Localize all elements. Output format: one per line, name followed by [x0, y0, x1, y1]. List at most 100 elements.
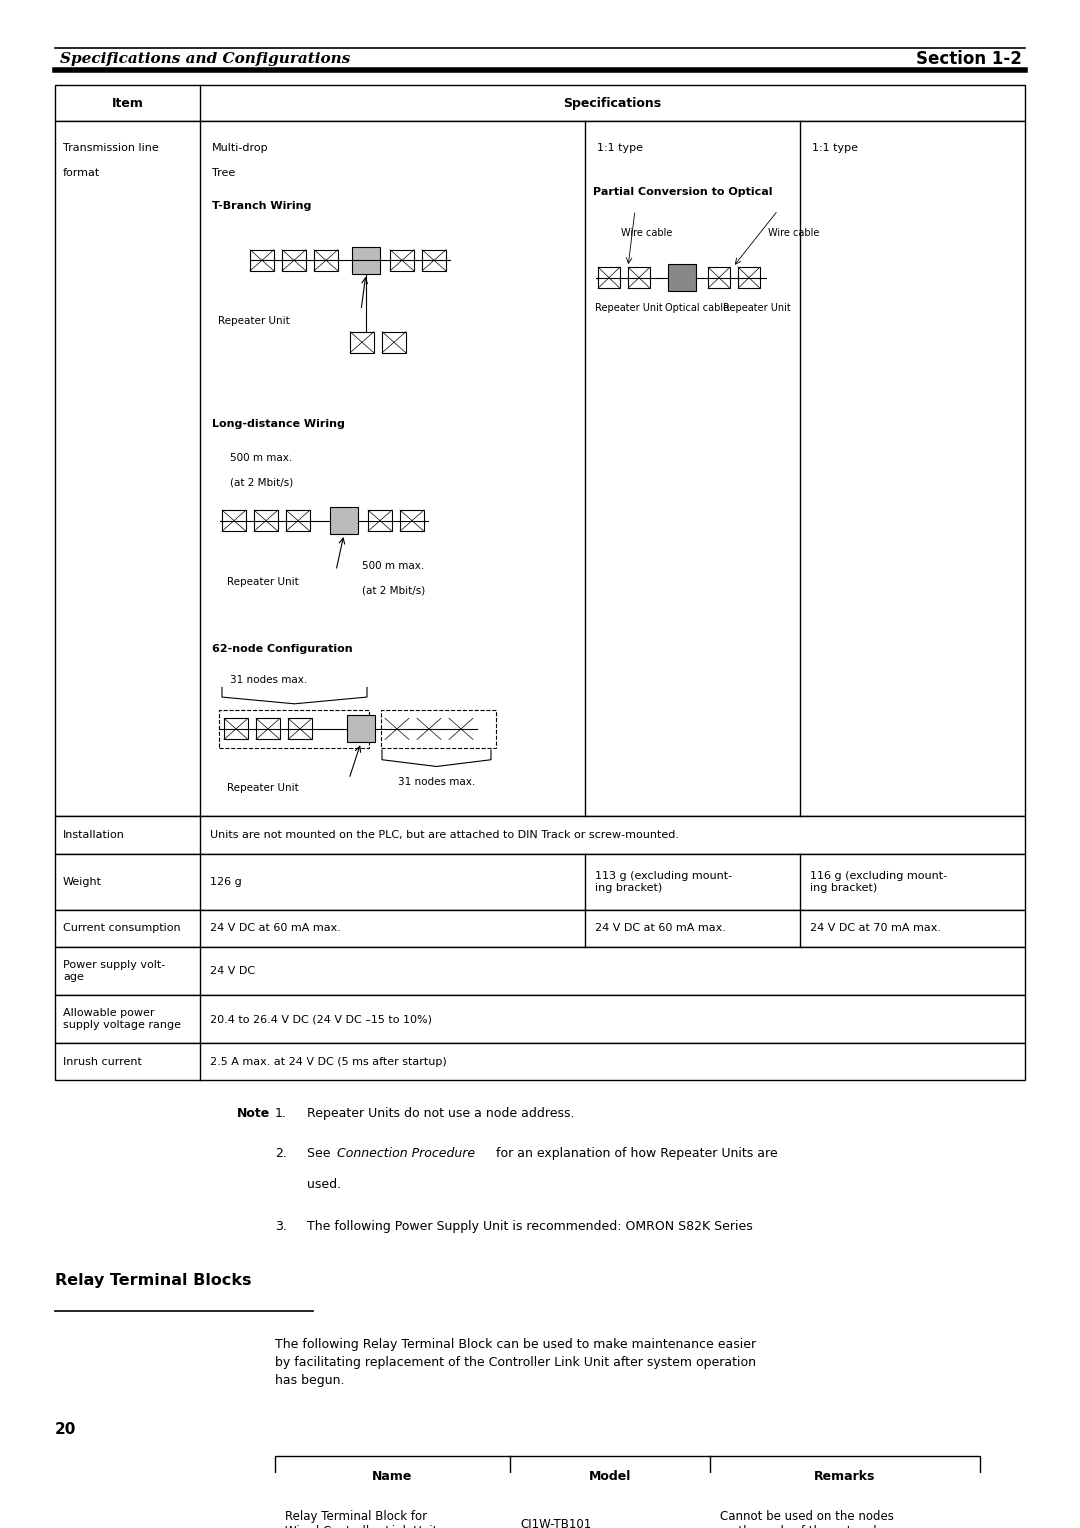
Text: for an explanation of how Repeater Units are: for an explanation of how Repeater Units… — [492, 1148, 778, 1160]
Bar — [598, 267, 620, 289]
Bar — [381, 709, 496, 749]
Text: 1:1 type: 1:1 type — [597, 142, 643, 153]
Text: CJ1W-TB101: CJ1W-TB101 — [519, 1517, 591, 1528]
Text: Installation: Installation — [63, 830, 125, 840]
Text: Repeater Unit: Repeater Unit — [723, 303, 791, 313]
Text: Connection Procedure: Connection Procedure — [337, 1148, 475, 1160]
Bar — [222, 510, 246, 532]
Text: (at 2 Mbit/s): (at 2 Mbit/s) — [230, 477, 294, 487]
Text: Optical cable: Optical cable — [665, 303, 729, 313]
Bar — [219, 709, 369, 749]
Bar — [390, 249, 414, 270]
Text: used.: used. — [307, 1178, 341, 1192]
Text: 2.: 2. — [275, 1148, 287, 1160]
Text: Wire cable: Wire cable — [621, 228, 673, 237]
Text: Weight: Weight — [63, 877, 102, 888]
Text: 62-node Configuration: 62-node Configuration — [212, 643, 353, 654]
Bar — [352, 248, 380, 274]
Bar — [224, 718, 248, 740]
Text: 24 V DC: 24 V DC — [210, 966, 255, 976]
Bar — [55, 995, 1025, 1044]
Text: 126 g: 126 g — [210, 877, 242, 888]
Bar — [249, 249, 274, 270]
Text: 1:1 type: 1:1 type — [812, 142, 858, 153]
Bar — [368, 510, 392, 532]
Text: Partial Conversion to Optical: Partial Conversion to Optical — [593, 186, 772, 197]
Bar — [55, 854, 1025, 911]
Text: Item: Item — [111, 96, 144, 110]
Text: 3.: 3. — [275, 1219, 287, 1233]
Bar — [330, 507, 357, 535]
Text: Model: Model — [589, 1470, 631, 1482]
Bar — [256, 718, 280, 740]
Text: Current consumption: Current consumption — [63, 923, 180, 934]
Bar — [422, 249, 446, 270]
Text: Repeater Unit: Repeater Unit — [595, 303, 663, 313]
Bar — [55, 1044, 1025, 1080]
Bar — [254, 510, 278, 532]
Bar — [669, 264, 696, 292]
Text: Repeater Unit: Repeater Unit — [227, 782, 299, 793]
Text: T-Branch Wiring: T-Branch Wiring — [212, 200, 311, 211]
Bar — [55, 816, 1025, 854]
Text: Repeater Unit: Repeater Unit — [227, 576, 299, 587]
Bar — [350, 332, 374, 353]
Bar — [627, 267, 650, 289]
Text: Tree: Tree — [212, 168, 235, 177]
Text: Cannot be used on the nodes
on the ends of the network: Cannot be used on the nodes on the ends … — [720, 1510, 894, 1528]
Bar — [55, 86, 1025, 122]
Bar — [400, 510, 424, 532]
Text: The following Relay Terminal Block can be used to make maintenance easier
by fac: The following Relay Terminal Block can b… — [275, 1339, 756, 1387]
Text: 116 g (excluding mount-
ing bracket): 116 g (excluding mount- ing bracket) — [810, 871, 947, 892]
Text: 24 V DC at 70 mA max.: 24 V DC at 70 mA max. — [810, 923, 941, 934]
Text: Multi-drop: Multi-drop — [212, 142, 269, 153]
Bar — [382, 332, 406, 353]
Text: Note: Note — [237, 1106, 270, 1120]
Text: 24 V DC at 60 mA max.: 24 V DC at 60 mA max. — [595, 923, 726, 934]
Bar — [384, 718, 409, 740]
Text: 113 g (excluding mount-
ing bracket): 113 g (excluding mount- ing bracket) — [595, 871, 732, 892]
Text: Units are not mounted on the PLC, but are attached to DIN Track or screw-mounted: Units are not mounted on the PLC, but ar… — [210, 830, 679, 840]
Bar — [286, 510, 310, 532]
Text: Wire cable: Wire cable — [768, 228, 820, 237]
Text: The following Power Supply Unit is recommended: OMRON S82K Series: The following Power Supply Unit is recom… — [307, 1219, 753, 1233]
Text: 1.: 1. — [275, 1106, 287, 1120]
Bar — [738, 267, 760, 289]
Bar — [55, 947, 1025, 995]
Text: 500 m max.: 500 m max. — [362, 561, 424, 571]
Text: Allowable power
supply voltage range: Allowable power supply voltage range — [63, 1008, 181, 1030]
Bar — [314, 249, 338, 270]
Bar — [708, 267, 730, 289]
Text: Specifications: Specifications — [564, 96, 662, 110]
Bar — [275, 1456, 980, 1496]
Bar — [417, 718, 441, 740]
Text: Relay Terminal Block for
Wired Controller Link Units: Relay Terminal Block for Wired Controlle… — [285, 1510, 444, 1528]
Text: Repeater Units do not use a node address.: Repeater Units do not use a node address… — [307, 1106, 575, 1120]
Text: Section 1-2: Section 1-2 — [916, 50, 1022, 69]
Text: 31 nodes max.: 31 nodes max. — [230, 675, 307, 685]
Text: 31 nodes max.: 31 nodes max. — [397, 778, 475, 787]
Bar — [55, 122, 1025, 816]
Text: Long-distance Wiring: Long-distance Wiring — [212, 419, 345, 429]
Text: Power supply volt-
age: Power supply volt- age — [63, 960, 165, 981]
Text: 24 V DC at 60 mA max.: 24 V DC at 60 mA max. — [210, 923, 341, 934]
Bar — [288, 718, 312, 740]
Text: Inrush current: Inrush current — [63, 1056, 141, 1067]
Text: format: format — [63, 168, 100, 177]
Bar — [55, 911, 1025, 947]
Text: 20: 20 — [55, 1421, 77, 1436]
Text: Relay Terminal Blocks: Relay Terminal Blocks — [55, 1273, 252, 1288]
Text: 2.5 A max. at 24 V DC (5 ms after startup): 2.5 A max. at 24 V DC (5 ms after startu… — [210, 1056, 447, 1067]
Text: Specifications and Configurations: Specifications and Configurations — [60, 52, 350, 66]
Text: Repeater Unit: Repeater Unit — [218, 316, 289, 327]
Text: 20.4 to 26.4 V DC (24 V DC –15 to 10%): 20.4 to 26.4 V DC (24 V DC –15 to 10%) — [210, 1015, 432, 1024]
Text: Remarks: Remarks — [814, 1470, 876, 1482]
Bar — [347, 715, 375, 743]
Text: See: See — [307, 1148, 338, 1160]
Bar — [282, 249, 306, 270]
Text: 500 m max.: 500 m max. — [230, 454, 293, 463]
Bar — [275, 1496, 980, 1528]
Text: Transmission line: Transmission line — [63, 142, 159, 153]
Bar — [449, 718, 473, 740]
Text: Name: Name — [373, 1470, 413, 1482]
